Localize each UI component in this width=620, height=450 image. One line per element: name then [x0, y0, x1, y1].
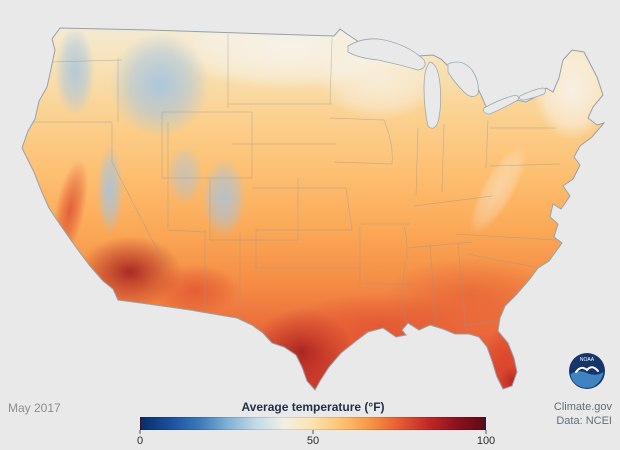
noaa-logo-text: NOAA	[580, 357, 595, 363]
colorbar-ticks: 0 50 100	[136, 430, 495, 447]
cold-sierra-nevada	[97, 145, 123, 235]
cold-utah	[167, 145, 203, 205]
lake-michigan	[423, 61, 442, 129]
hot-arizona	[150, 264, 240, 316]
tick-label-100: 100	[476, 435, 496, 447]
tick-label-50: 50	[306, 435, 320, 447]
great-lakes	[347, 38, 546, 129]
colorbar-gradient	[140, 417, 486, 430]
pale-appalachians	[469, 145, 527, 235]
source-credit: Climate.gov Data: NCEI	[554, 400, 612, 429]
legend-title-text: Average temperature	[241, 400, 362, 414]
hot-south-florida	[500, 366, 524, 390]
noaa-logo-wave	[570, 371, 604, 388]
lake-huron	[447, 61, 479, 97]
tick-label-0: 0	[136, 435, 144, 447]
tick-mark-0	[139, 430, 141, 434]
cold-cascades	[55, 28, 95, 117]
legend: Average temperature (°F) 0 50 100	[136, 400, 495, 447]
source-site: Climate.gov	[553, 401, 612, 413]
cold-colorado-rockies	[202, 158, 246, 238]
lake-erie	[483, 95, 519, 115]
lake-ontario	[519, 87, 546, 101]
map-land	[22, 28, 604, 390]
cold-northern-rockies	[110, 33, 210, 137]
hot-southeast	[385, 257, 555, 333]
legend-title: Average temperature (°F)	[140, 400, 486, 414]
map-period: May 2017	[8, 401, 61, 415]
noaa-logo: NOAA	[569, 353, 605, 389]
legend-title-unit: (°F)	[364, 400, 385, 414]
state-borders	[30, 34, 561, 331]
tick-mark-50	[312, 430, 314, 434]
tick-mark-100	[485, 430, 487, 434]
lake-superior	[347, 38, 426, 71]
noaa-logo-gull	[575, 366, 599, 373]
source-data: Data: NCEI	[556, 415, 612, 428]
